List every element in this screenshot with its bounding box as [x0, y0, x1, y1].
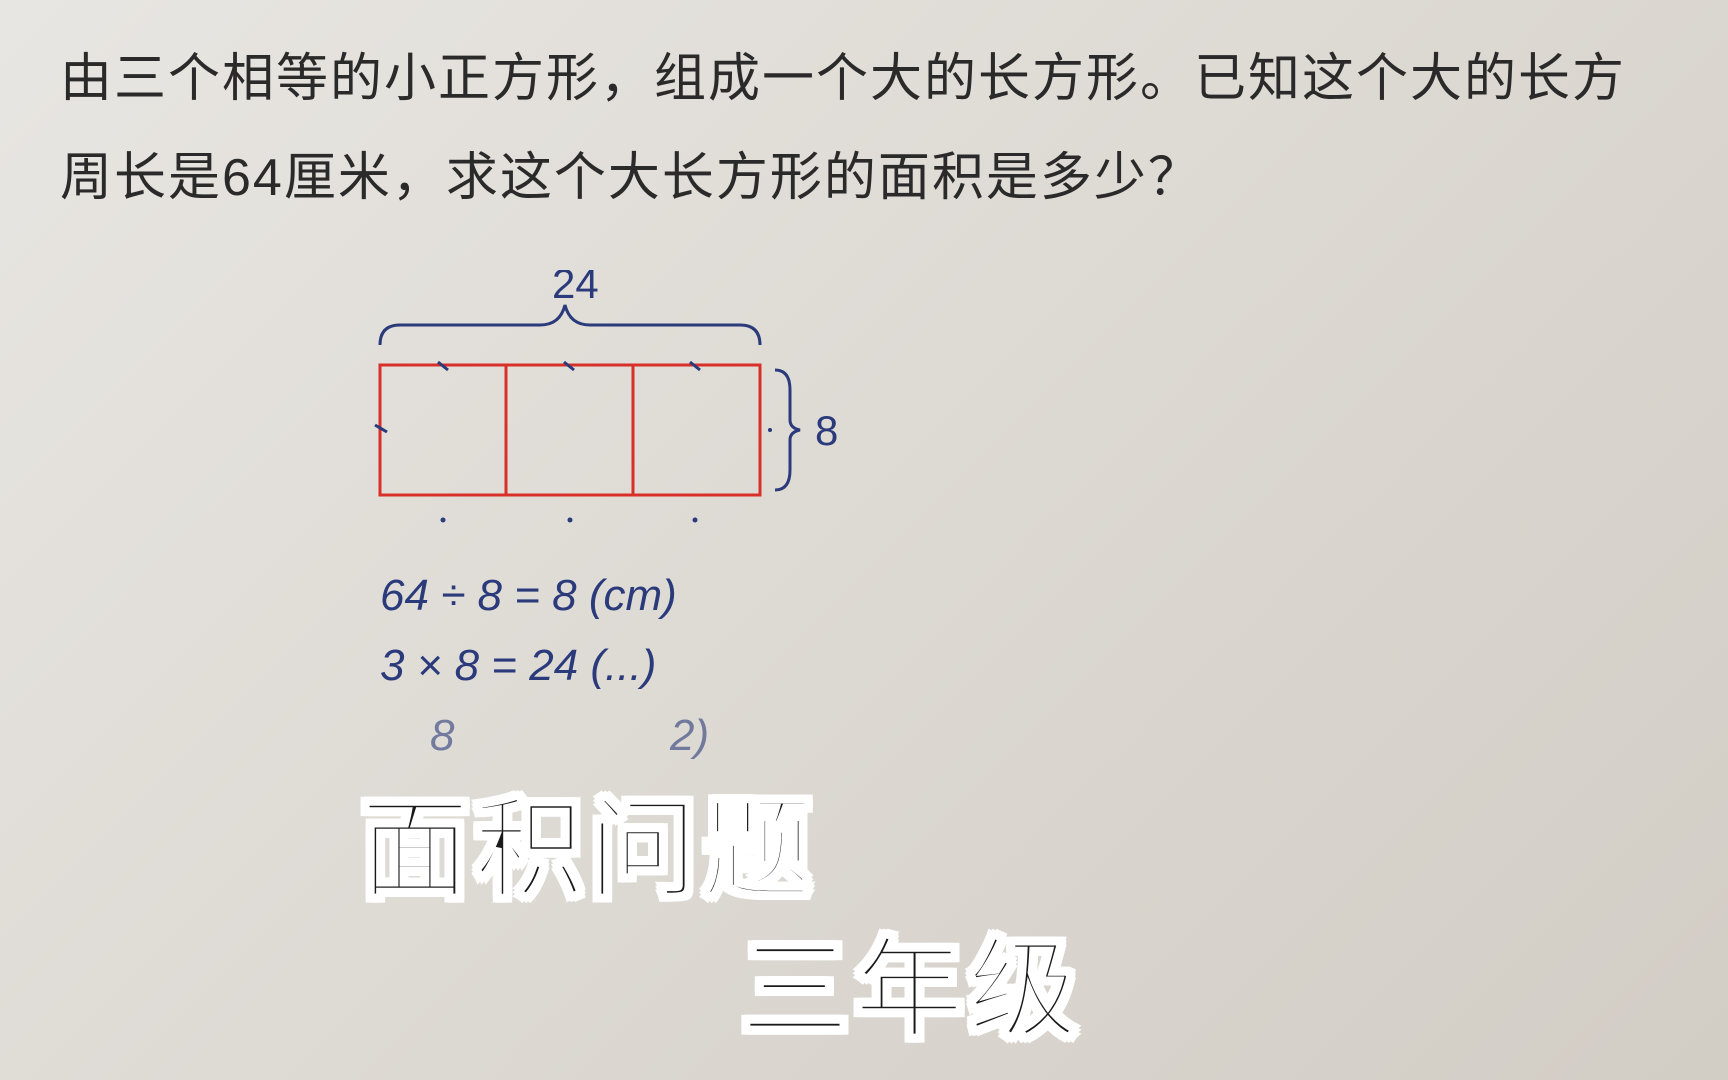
work-line-1: 64 ÷ 8 = 8 (cm): [380, 571, 677, 620]
problem-line-2: 周长是64厘米，求这个大长方形的面积是多少？: [60, 129, 1708, 228]
problem-text: 由三个相等的小正方形，组成一个大的长方形。已知这个大的长方 周长是64厘米，求这…: [60, 30, 1708, 228]
outer-rect: [380, 365, 760, 495]
dot-3: [693, 518, 698, 523]
diagram-svg: 24 8 64 ÷ 8 = 8 (cm) 3 × 8 = 24 (...) 8 …: [320, 270, 920, 820]
top-label: 24: [552, 270, 599, 307]
dot-1: [441, 518, 446, 523]
right-label: 8: [815, 407, 838, 454]
dot-right: [768, 428, 772, 432]
work-line-3-partial-2: 2): [669, 711, 709, 760]
title-overlay: 面积问题: [360, 760, 816, 920]
dot-2: [568, 518, 573, 523]
diagram: 24 8 64 ÷ 8 = 8 (cm) 3 × 8 = 24 (...) 8 …: [320, 270, 920, 825]
problem-line-1: 由三个相等的小正方形，组成一个大的长方形。已知这个大的长方: [60, 30, 1708, 129]
subtitle-overlay: 三年级: [740, 900, 1082, 1060]
top-bracket: [380, 305, 760, 345]
work-line-2: 3 × 8 = 24 (...): [380, 641, 656, 690]
work-line-3-partial: 8: [430, 711, 455, 760]
right-bracket: [775, 370, 800, 490]
